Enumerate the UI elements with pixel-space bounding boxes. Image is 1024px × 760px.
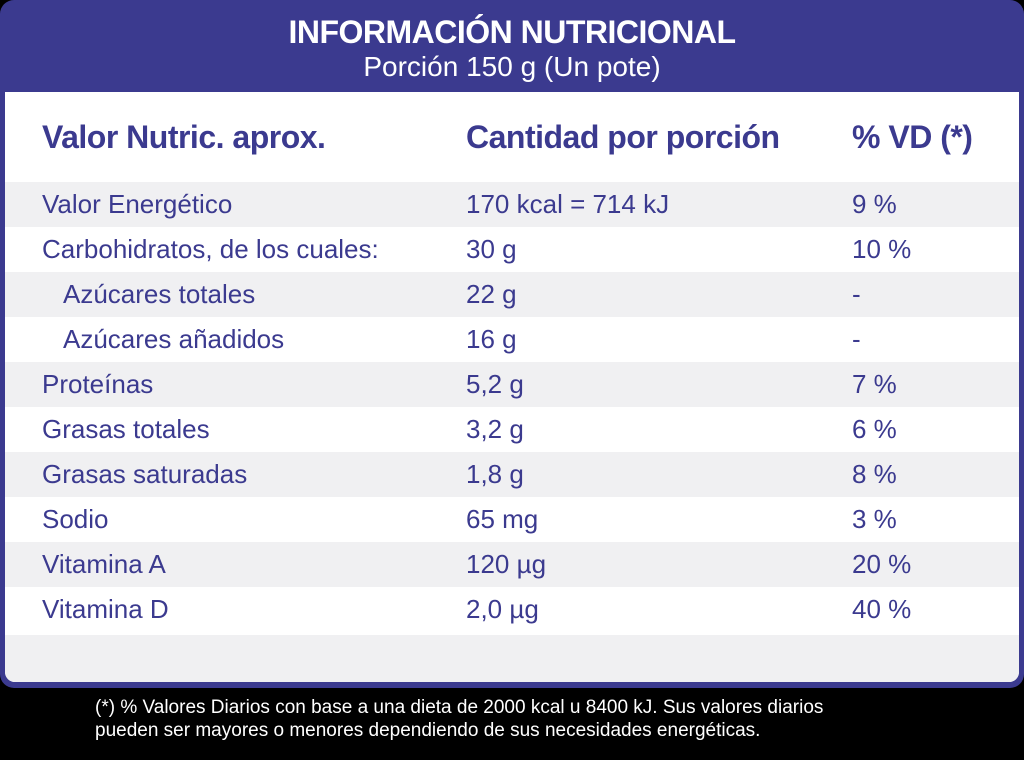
- table-row: Valor Energético 170 kcal = 714 kJ 9 %: [5, 182, 1019, 227]
- table-bottom-band: [5, 635, 1019, 682]
- nutrient-amount: 120 µg: [466, 549, 547, 579]
- table-body: Valor Energético 170 kcal = 714 kJ 9 % C…: [5, 182, 1019, 632]
- table-row: Grasas totales 3,2 g 6 %: [5, 407, 1019, 452]
- nutrient-name: Proteínas: [42, 369, 154, 399]
- nutrient-daily-value: 9 %: [852, 189, 897, 219]
- table-row: Proteínas 5,2 g 7 %: [5, 362, 1019, 407]
- nutrition-card: INFORMACIÓN NUTRICIONAL Porción 150 g (U…: [0, 0, 1024, 688]
- header: INFORMACIÓN NUTRICIONAL Porción 150 g (U…: [0, 0, 1024, 92]
- nutrient-name: Vitamina A: [42, 549, 166, 579]
- nutrient-amount: 2,0 µg: [466, 594, 539, 624]
- nutrient-amount: 16 g: [466, 324, 517, 354]
- header-title: INFORMACIÓN NUTRICIONAL: [288, 14, 736, 50]
- table-row: Azúcares añadidos 16 g -: [5, 317, 1019, 362]
- nutrient-amount: 3,2 g: [466, 414, 524, 444]
- nutrient-amount: 1,8 g: [466, 459, 524, 489]
- nutrient-amount: 5,2 g: [466, 369, 524, 399]
- footnote: (*) % Valores Diarios con base a una die…: [95, 696, 995, 742]
- nutrient-amount: 30 g: [466, 234, 517, 264]
- column-header-amount: Cantidad por porción: [466, 119, 780, 155]
- nutrient-amount: 22 g: [466, 279, 517, 309]
- nutrient-name: Azúcares añadidos: [63, 324, 285, 354]
- table-row: Azúcares totales 22 g -: [5, 272, 1019, 317]
- footnote-line-1: (*) % Valores Diarios con base a una die…: [95, 697, 824, 718]
- nutrient-name: Carbohidratos, de los cuales:: [42, 234, 379, 264]
- table-row: Vitamina A 120 µg 20 %: [5, 542, 1019, 587]
- nutrient-daily-value: 7 %: [852, 369, 897, 399]
- nutrient-name: Grasas totales: [42, 414, 210, 444]
- nutrient-name: Azúcares totales: [63, 279, 256, 309]
- nutrient-name: Grasas saturadas: [42, 459, 248, 489]
- table-row: Sodio 65 mg 3 %: [5, 497, 1019, 542]
- nutrient-name: Valor Energético: [42, 189, 233, 219]
- nutrient-daily-value: 8 %: [852, 459, 897, 489]
- header-subtitle: Porción 150 g (Un pote): [363, 51, 661, 82]
- nutrient-daily-value: -: [852, 279, 861, 309]
- nutrient-name: Vitamina D: [42, 594, 169, 624]
- nutrient-daily-value: 10 %: [852, 234, 912, 264]
- table-row: Grasas saturadas 1,8 g 8 %: [5, 452, 1019, 497]
- footnote-line-2: pueden ser mayores o menores dependiendo…: [95, 720, 761, 741]
- nutrient-amount: 170 kcal = 714 kJ: [466, 189, 670, 219]
- nutrient-daily-value: 20 %: [852, 549, 912, 579]
- column-header-nutrient: Valor Nutric. aprox.: [42, 119, 326, 155]
- table-row: Carbohidratos, de los cuales: 30 g 10 %: [5, 227, 1019, 272]
- column-header-daily-value: % VD (*): [852, 119, 973, 155]
- nutrient-name: Sodio: [42, 504, 109, 534]
- nutrition-table: Valor Nutric. aprox. Cantidad por porció…: [5, 92, 1019, 682]
- nutrient-daily-value: 6 %: [852, 414, 897, 444]
- nutrient-daily-value: -: [852, 324, 861, 354]
- table-row: Vitamina D 2,0 µg 40 %: [5, 587, 1019, 632]
- nutrient-daily-value: 3 %: [852, 504, 897, 534]
- nutrient-daily-value: 40 %: [852, 594, 912, 624]
- nutrient-amount: 65 mg: [466, 504, 539, 534]
